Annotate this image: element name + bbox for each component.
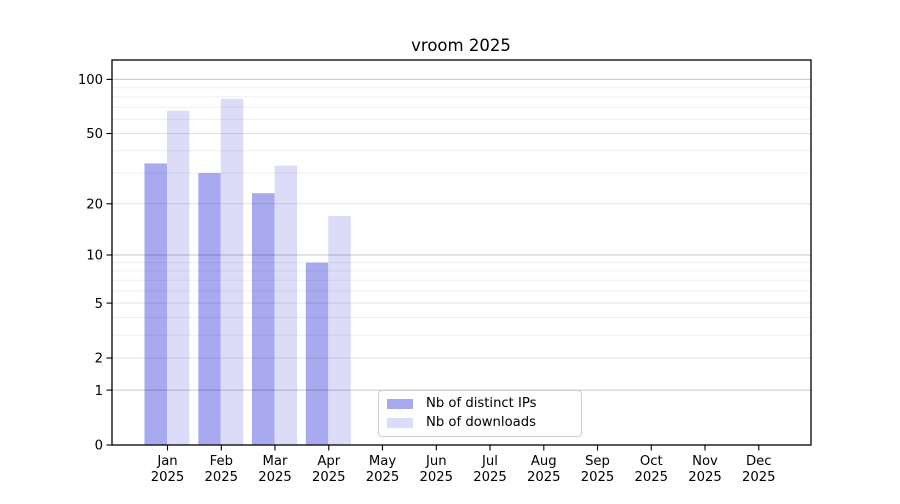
y-tick-label: 1	[95, 384, 103, 399]
axes-layer: 0125102050100Jan2025Feb2025Mar2025Apr202…	[78, 59, 812, 485]
x-tick-label-month: Apr	[317, 454, 340, 469]
chart-title: vroom 2025	[411, 36, 511, 55]
x-tick-label-year: 2025	[742, 470, 776, 485]
y-tick-label: 5	[95, 297, 103, 312]
bar-distinct-ips-feb	[198, 173, 221, 445]
x-tick-label-month: Oct	[640, 454, 663, 469]
x-tick-label-month: Feb	[210, 454, 233, 469]
y-tick-label: 10	[86, 249, 103, 264]
x-tick-label-month: Jan	[156, 454, 177, 469]
x-tick-label-month: Dec	[746, 454, 772, 469]
legend-label-downloads: Nb of downloads	[426, 415, 536, 431]
x-tick-label-year: 2025	[151, 470, 185, 485]
x-tick-label-year: 2025	[366, 470, 400, 485]
x-tick-label-year: 2025	[205, 470, 239, 485]
plot-area-border	[111, 59, 812, 446]
bar-distinct-ips-mar	[252, 193, 275, 445]
legend-swatch-distinct-ips	[387, 398, 413, 410]
x-tick-label-month: Jun	[425, 454, 447, 469]
x-tick-label-year: 2025	[581, 470, 615, 485]
legend-item-distinct-ips: Nb of distinct IPs	[387, 397, 581, 411]
y-tick-label: 20	[86, 198, 103, 213]
x-tick-label-year: 2025	[258, 470, 292, 485]
x-tick-label-month: May	[369, 454, 396, 469]
x-tick-label-year: 2025	[688, 470, 722, 485]
legend-swatch-downloads	[387, 417, 413, 429]
x-tick-label-month: Aug	[531, 454, 557, 469]
legend-label-distinct-ips: Nb of distinct IPs	[426, 396, 537, 412]
bar-downloads-jan	[167, 110, 190, 446]
x-tick-label-month: Mar	[263, 454, 288, 469]
y-tick-label: 0	[95, 439, 103, 454]
x-tick-label-year: 2025	[527, 470, 561, 485]
x-tick-label-month: Jul	[481, 454, 498, 469]
bar-downloads-apr	[328, 216, 351, 445]
legend-item-downloads: Nb of downloads	[387, 416, 581, 430]
x-tick-label-month: Nov	[692, 454, 718, 469]
x-tick-label-year: 2025	[635, 470, 669, 485]
bar-distinct-ips-apr	[305, 262, 329, 445]
y-tick-label: 100	[78, 73, 103, 88]
x-tick-label-month: Sep	[585, 454, 610, 469]
bar-downloads-mar	[274, 165, 297, 445]
y-tick-label: 2	[95, 352, 103, 367]
x-tick-label-year: 2025	[473, 470, 507, 485]
x-tick-label-year: 2025	[312, 470, 346, 485]
y-tick-label: 50	[86, 127, 103, 142]
chart-legend: Nb of distinct IPs Nb of downloads	[378, 390, 582, 437]
bar-distinct-ips-jan	[144, 163, 167, 445]
x-tick-label-year: 2025	[420, 470, 454, 485]
